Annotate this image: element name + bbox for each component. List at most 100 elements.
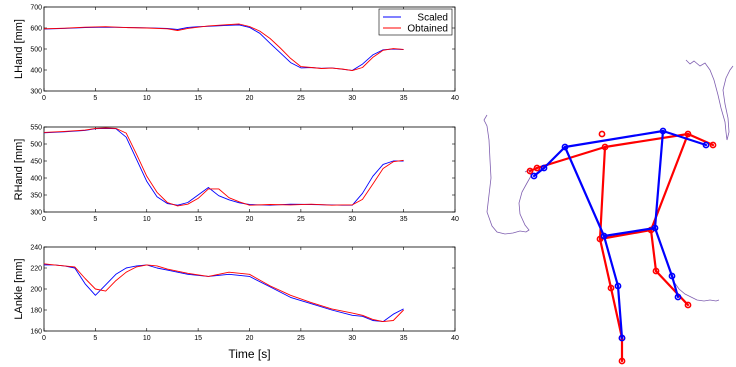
x-tick-label: 0 xyxy=(42,335,46,342)
skeleton-scaled xyxy=(530,127,710,342)
bone xyxy=(661,129,708,147)
right-hand-trajectory xyxy=(685,59,734,141)
x-tick-label: 40 xyxy=(451,216,459,223)
pose-illustration xyxy=(483,59,734,365)
x-tick-label: 35 xyxy=(400,335,408,342)
y-tick-label: 500 xyxy=(30,142,42,149)
joint-rhand xyxy=(709,141,717,149)
x-tick-label: 30 xyxy=(348,95,356,102)
series-line-obtained xyxy=(43,127,404,207)
bone xyxy=(563,129,665,149)
x-tick-label: 40 xyxy=(451,95,459,102)
x-tick-label: 5 xyxy=(93,216,97,223)
plot-area-rhand xyxy=(43,126,456,213)
y-tick-label: 200 xyxy=(30,287,42,294)
x-tick-label: 10 xyxy=(143,335,151,342)
x-tick-label: 0 xyxy=(42,95,46,102)
bone xyxy=(602,226,657,238)
x-tick-label: 30 xyxy=(348,216,356,223)
x-tick-label: 40 xyxy=(451,335,459,342)
x-axis-label: Time [s] xyxy=(228,347,270,361)
y-tick-label: 400 xyxy=(30,176,42,183)
y-tick-label: 350 xyxy=(30,193,42,200)
y-tick-label: 240 xyxy=(30,245,42,252)
joint-rknee xyxy=(668,272,676,280)
joint-lknee xyxy=(607,284,615,292)
series-line-scaled xyxy=(44,264,404,323)
x-tick-label: 20 xyxy=(246,216,254,223)
x-tick-label: 10 xyxy=(143,95,151,102)
bone xyxy=(654,269,690,307)
joint-rhip xyxy=(651,224,659,232)
joint-lelbow xyxy=(533,164,541,172)
bone xyxy=(598,145,607,241)
joint-lfoot2 xyxy=(618,357,626,365)
bone xyxy=(598,237,613,290)
joint-head xyxy=(598,130,606,138)
bone xyxy=(649,228,658,273)
x-tick-label: 25 xyxy=(297,216,305,223)
bone xyxy=(598,228,653,241)
x-tick-label: 20 xyxy=(246,95,254,102)
left-hand-trajectory xyxy=(483,114,532,235)
bone xyxy=(603,132,690,149)
joint-lfoot xyxy=(618,334,626,342)
bone xyxy=(609,286,624,340)
joint-lhand xyxy=(526,167,534,175)
joint-lhip xyxy=(600,232,608,240)
x-tick-label: 15 xyxy=(194,95,202,102)
bone xyxy=(653,226,674,278)
bone xyxy=(528,166,539,173)
joint-lelbow xyxy=(540,164,548,172)
joint-rfoot xyxy=(674,293,682,301)
bone xyxy=(602,234,620,288)
bone xyxy=(616,284,624,340)
bone xyxy=(542,145,567,170)
legend-label-obtained: Obtained xyxy=(407,24,448,35)
y-axis-label-rhand: RHand [mm] xyxy=(13,139,25,201)
joint-rfoot xyxy=(684,301,692,309)
y-tick-label: 550 xyxy=(30,125,42,132)
plot-area-lankle xyxy=(43,246,456,332)
bone xyxy=(653,129,665,230)
joint-rknee xyxy=(652,267,660,275)
bone xyxy=(563,145,606,238)
x-tick-label: 35 xyxy=(400,95,408,102)
series-line-obtained xyxy=(43,263,404,323)
y-tick-label: 300 xyxy=(30,89,42,96)
y-axis-label-lhand: LHand [mm] xyxy=(13,19,25,79)
chart-lankle: 0 5 10 15 20 25 30 35 40 160 180 200 220 240 LAnkle [m… xyxy=(13,245,459,362)
y-tick-label: 300 xyxy=(30,210,42,217)
chart-lhand: 0 5 10 15 20 25 30 35 40 300 400 500 600 700 LHand [mm… xyxy=(13,5,459,103)
legend-label-scaled: Scaled xyxy=(417,13,448,24)
bone xyxy=(670,274,680,299)
joint-lhand xyxy=(530,172,538,180)
joint-rshoulder xyxy=(684,130,692,138)
x-tick-label: 10 xyxy=(143,216,151,223)
x-tick-label: 30 xyxy=(348,335,356,342)
joint-rhand xyxy=(702,141,710,149)
x-tick-label: 20 xyxy=(246,335,254,342)
y-tick-label: 180 xyxy=(30,308,42,315)
y-tick-label: 700 xyxy=(30,5,42,12)
joint-lknee xyxy=(614,282,622,290)
legend-box xyxy=(378,8,453,36)
y-tick-label: 400 xyxy=(30,68,42,75)
x-tick-label: 35 xyxy=(400,216,408,223)
y-tick-label: 160 xyxy=(30,329,42,336)
series-line-obtained xyxy=(43,23,404,72)
x-tick-label: 5 xyxy=(93,95,97,102)
foot-trajectory xyxy=(673,281,720,302)
x-tick-label: 25 xyxy=(297,335,305,342)
joint-rshoulder xyxy=(659,127,667,135)
x-tick-label: 15 xyxy=(194,335,202,342)
chart-rhand: 0 5 10 15 20 25 30 35 40 300 350 400 450 500 550 RHand … xyxy=(13,125,459,224)
y-axis-label-lankle: LAnkle [mm] xyxy=(13,258,25,319)
x-tick-label: 5 xyxy=(93,335,97,342)
y-tick-label: 450 xyxy=(30,159,42,166)
joint-lshoulder xyxy=(601,143,609,151)
x-tick-label: 0 xyxy=(42,216,46,223)
joint-lshoulder xyxy=(561,143,569,151)
